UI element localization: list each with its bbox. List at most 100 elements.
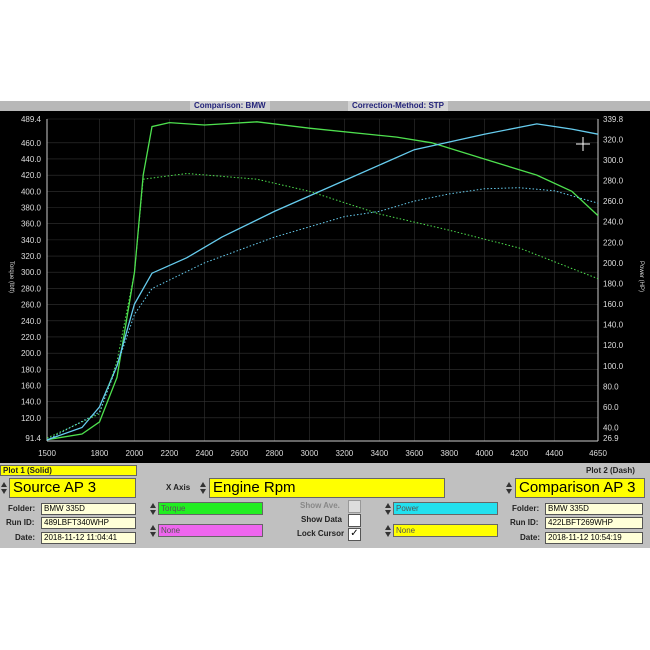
y-right-tick-label: 120.0 xyxy=(603,341,624,350)
y-right-tick-label: 300.0 xyxy=(603,156,624,165)
series-power-solid xyxy=(46,123,599,441)
comparison-select[interactable]: Comparison AP 3 xyxy=(515,478,645,498)
sel4-spinner-icon[interactable] xyxy=(385,525,391,537)
y-right-tick-label: 280.0 xyxy=(603,177,624,186)
y-left-tick-label: 200.0 xyxy=(21,349,42,358)
x-tick-label: 2800 xyxy=(265,449,283,458)
y-left-tick-label: 440.0 xyxy=(21,155,42,164)
y-right-tick-label: 320.0 xyxy=(603,135,624,144)
x-tick-label: 2000 xyxy=(126,449,144,458)
y-right-tick-label: 180.0 xyxy=(603,279,624,288)
y-left-tick-label: 240.0 xyxy=(21,317,42,326)
y-left-tick-label: 489.4 xyxy=(21,115,42,124)
date2-label: Date: xyxy=(520,533,541,542)
check-icon: ✓ xyxy=(350,528,359,539)
x-tick-label: 2600 xyxy=(231,449,249,458)
source-select[interactable]: Source AP 3 xyxy=(9,478,136,498)
y-right-tick-label: 26.9 xyxy=(603,434,619,443)
runid2-field[interactable]: 422LBFT269WHP xyxy=(545,517,643,529)
y-left-tick-label: 220.0 xyxy=(21,333,42,342)
y-right-tick-label: 160.0 xyxy=(603,300,624,309)
y-left-tick-label: 320.0 xyxy=(21,252,42,261)
date1-field[interactable]: 2018-11-12 11:04:41 xyxy=(41,532,136,544)
x-axis-select[interactable]: Engine Rpm xyxy=(209,478,445,498)
x-tick-label: 2400 xyxy=(196,449,214,458)
y-left-tick-label: 120.0 xyxy=(21,414,42,423)
y-right-tick-label: 339.8 xyxy=(603,115,624,124)
folder2-label: Folder: xyxy=(512,504,540,513)
chart-svg[interactable]: 1500 1800 2000 2200 2400 2600 2800 3000 3200 3400… xyxy=(0,111,650,463)
x-tick-label: 3600 xyxy=(405,449,423,458)
runid1-label: Run ID: xyxy=(6,518,35,527)
y-left-tick-label: 360.0 xyxy=(21,220,42,229)
folder2-field[interactable]: BMW 335D xyxy=(545,503,643,515)
x-tick-label: 1500 xyxy=(38,449,56,458)
dyno-window: Comparison: BMW Correction-Method: STP 1… xyxy=(0,101,650,548)
x-axis-spinner-icon[interactable] xyxy=(200,482,206,494)
y-left-tick-label: 180.0 xyxy=(21,365,42,374)
show-ave-label: Show Ave. xyxy=(300,501,340,510)
plot1-title: Plot 1 (Solid) xyxy=(0,465,137,476)
torque-select[interactable]: Torque xyxy=(158,502,263,515)
sel1-spinner-icon[interactable] xyxy=(150,503,156,515)
lock-cursor-checkbox[interactable]: ✓ xyxy=(348,528,361,541)
show-ave-checkbox[interactable] xyxy=(348,500,361,513)
runid2-label: Run ID: xyxy=(510,518,539,527)
x-tick-label: 4650 xyxy=(589,449,607,458)
y-left-tick-label: 160.0 xyxy=(21,381,42,390)
y-right-tick-label: 260.0 xyxy=(603,197,624,206)
x-axis-label: X Axis xyxy=(166,483,191,492)
show-data-checkbox[interactable] xyxy=(348,514,361,527)
y-right-tick-label: 80.0 xyxy=(603,382,619,391)
lock-cursor-label: Lock Cursor xyxy=(297,529,345,538)
y-right-tick-label: 220.0 xyxy=(603,238,624,247)
sel2-spinner-icon[interactable] xyxy=(150,525,156,537)
y-left-tick-label: 400.0 xyxy=(21,187,42,196)
sel3-spinner-icon[interactable] xyxy=(385,503,391,515)
none-select-2[interactable]: None xyxy=(393,524,498,537)
x-tick-label: 1800 xyxy=(91,449,109,458)
plot2-title: Plot 2 (Dash) xyxy=(586,466,635,475)
y-right-axis-label: Power (HP) xyxy=(638,261,644,292)
folder1-label: Folder: xyxy=(8,504,36,513)
y-left-tick-label: 280.0 xyxy=(21,284,42,293)
x-tick-label: 4000 xyxy=(475,449,493,458)
x-tick-label: 3000 xyxy=(300,449,318,458)
y-right-tick-label: 240.0 xyxy=(603,218,624,227)
y-left-tick-label: 340.0 xyxy=(21,236,42,245)
comparison-spinner-icon[interactable] xyxy=(506,482,512,494)
runid1-field[interactable]: 489LBFT340WHP xyxy=(41,517,136,529)
series-power-dash xyxy=(46,187,599,441)
power-select[interactable]: Power xyxy=(393,502,498,515)
y-left-tick-label: 140.0 xyxy=(21,398,42,407)
date1-label: Date: xyxy=(15,533,36,542)
folder1-field[interactable]: BMW 335D xyxy=(41,503,136,515)
date2-field[interactable]: 2018-11-12 10:54:19 xyxy=(545,532,643,544)
crosshair-cursor-icon xyxy=(576,137,590,151)
x-tick-label: 4200 xyxy=(510,449,528,458)
x-tick-label: 2200 xyxy=(161,449,179,458)
correction-method: Correction-Method: STP xyxy=(348,101,448,111)
y-left-tick-label: 91.4 xyxy=(25,434,41,443)
none-select-1[interactable]: None xyxy=(158,524,263,537)
x-tick-label: 3800 xyxy=(440,449,458,458)
series-torque-solid xyxy=(46,121,599,441)
y-left-tick-label: 380.0 xyxy=(21,204,42,213)
comparison-title: Comparison: BMW xyxy=(190,101,270,111)
y-right-tick-label: 140.0 xyxy=(603,321,624,330)
y-right-tick-label: 40.0 xyxy=(603,424,619,433)
show-data-label: Show Data xyxy=(301,515,342,524)
source-spinner-icon[interactable] xyxy=(1,482,7,494)
y-right-tick-label: 60.0 xyxy=(603,403,619,412)
series-torque-dash xyxy=(46,172,599,439)
y-right-tick-label: 200.0 xyxy=(603,259,624,268)
chart-header: Comparison: BMW Correction-Method: STP xyxy=(0,101,650,111)
x-tick-label: 4400 xyxy=(545,449,563,458)
y-left-axis-label: Torque (lbft) xyxy=(8,261,14,293)
dyno-chart[interactable]: 1500 1800 2000 2200 2400 2600 2800 3000 3200 3400… xyxy=(0,111,650,463)
x-tick-label: 3200 xyxy=(335,449,353,458)
y-left-tick-label: 260.0 xyxy=(21,301,42,310)
y-left-tick-label: 420.0 xyxy=(21,171,42,180)
y-right-tick-label: 100.0 xyxy=(603,362,624,371)
y-left-tick-label: 460.0 xyxy=(21,139,42,148)
